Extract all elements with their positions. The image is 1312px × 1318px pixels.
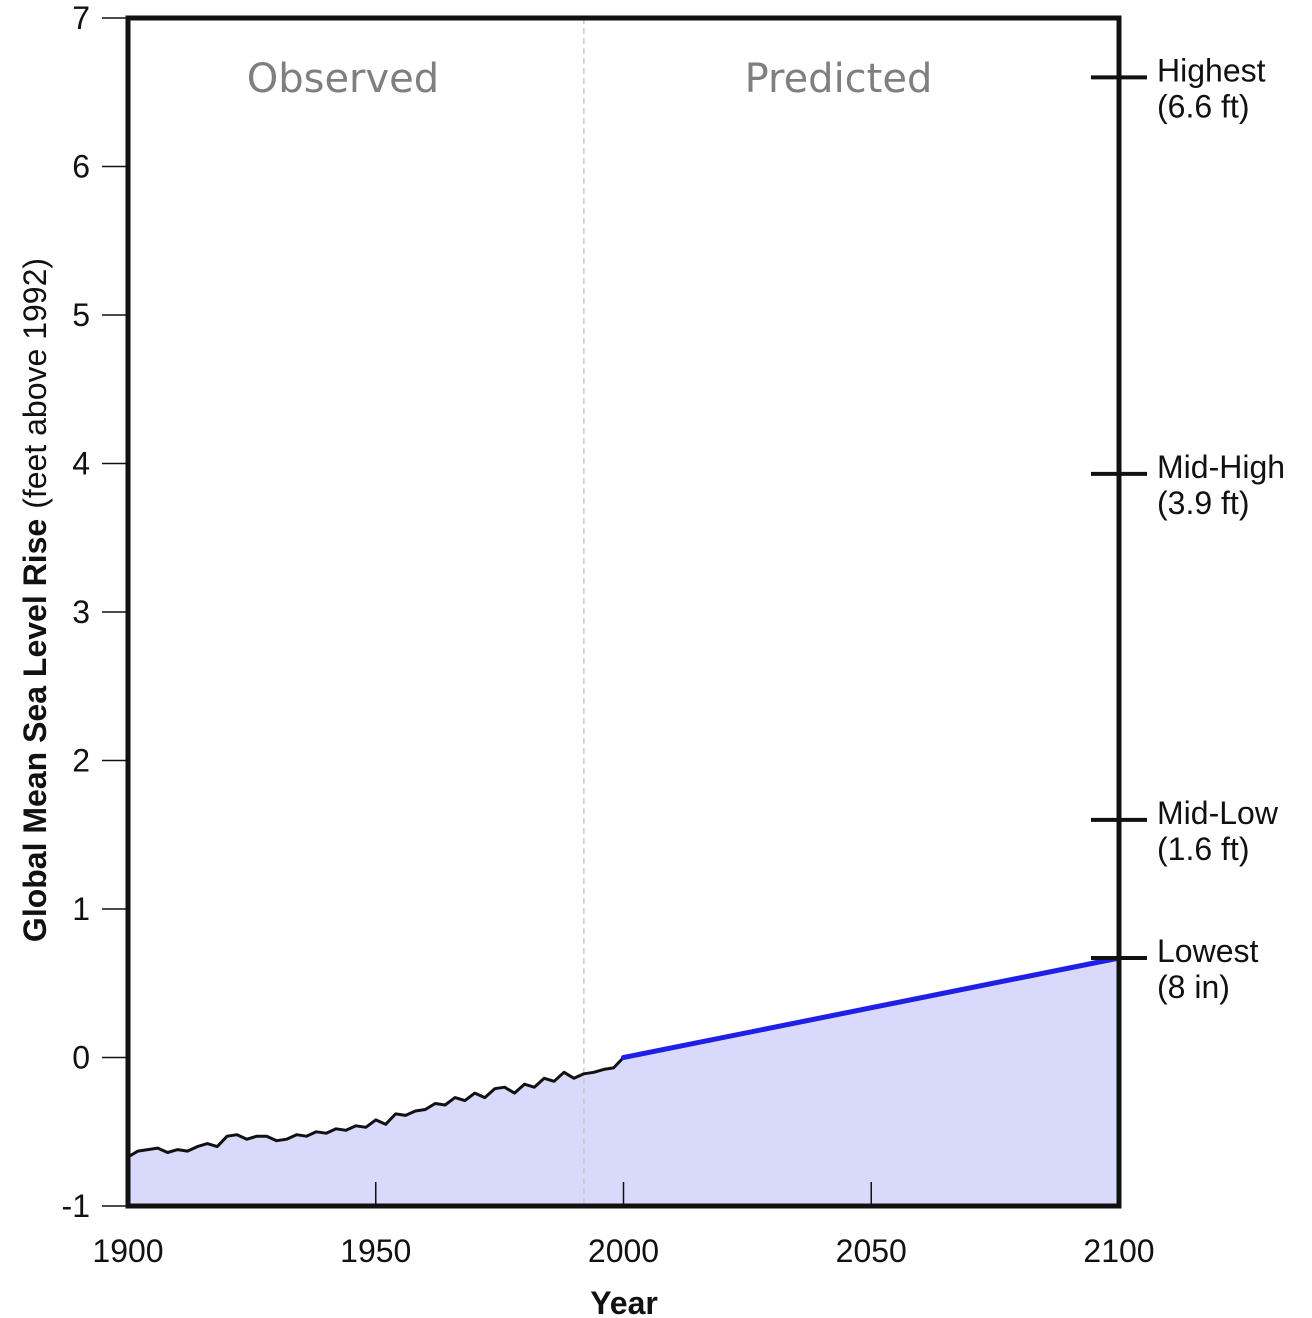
y-axis-title-units: (feet above 1992) — [17, 258, 53, 509]
observed-series-line — [127, 1056, 625, 1159]
scenario-name-mid-high: Mid-High — [1157, 449, 1285, 485]
predicted-series-line — [621, 955, 1122, 1060]
x-axis-title: Year — [590, 1285, 658, 1318]
y-axis-title: Global Mean Sea Level Rise (feet above 19… — [17, 258, 53, 942]
x-tick-label-2050: 2050 — [836, 1233, 907, 1269]
region-label-observed: Observed — [247, 56, 439, 102]
x-tick-label-1900: 1900 — [92, 1233, 163, 1269]
y-tick-label-0: 0 — [72, 1040, 90, 1076]
y-tick-layer: -1 0 1 2 3 4 5 6 7 — [62, 0, 128, 1224]
x-tick-label-1950: 1950 — [340, 1233, 411, 1269]
y-tick-label-2: 2 — [72, 743, 90, 779]
scenario-detail-lowest: (8 in) — [1157, 969, 1230, 1005]
y-tick-label-5: 5 — [72, 297, 90, 333]
scenario-name-highest: Highest — [1157, 52, 1266, 88]
y-tick-label-6: 6 — [72, 149, 90, 185]
x-tick-label-2000: 2000 — [588, 1233, 659, 1269]
x-tick-layer: 1900 1950 2000 2050 2100 — [92, 1182, 1155, 1269]
scenario-detail-mid-low: (1.6 ft) — [1157, 831, 1249, 867]
scenario-name-lowest: Lowest — [1157, 933, 1259, 969]
y-axis-title-main: Global Mean Sea Level Rise — [17, 519, 53, 942]
x-tick-label-2100: 2100 — [1083, 1233, 1154, 1269]
y-tick-label-3: 3 — [72, 594, 90, 630]
region-label-layer: Observed Predicted — [247, 56, 933, 102]
series-line-layer — [127, 955, 1122, 1159]
scenario-marker-layer: Highest(6.6 ft) Mid-High(3.9 ft) Mid-Low(1… — [1091, 52, 1285, 1005]
y-tick-label-1: 1 — [72, 891, 90, 927]
region-label-predicted: Predicted — [745, 56, 933, 102]
scenario-name-mid-low: Mid-Low — [1157, 795, 1279, 831]
area-fill-layer — [128, 958, 1119, 1206]
y-tick-label--1: -1 — [62, 1188, 90, 1224]
area-fill — [128, 958, 1119, 1206]
y-tick-label-4: 4 — [72, 446, 90, 482]
scenario-detail-mid-high: (3.9 ft) — [1157, 485, 1249, 521]
scenario-detail-highest: (6.6 ft) — [1157, 88, 1249, 124]
y-tick-label-7: 7 — [72, 0, 90, 36]
